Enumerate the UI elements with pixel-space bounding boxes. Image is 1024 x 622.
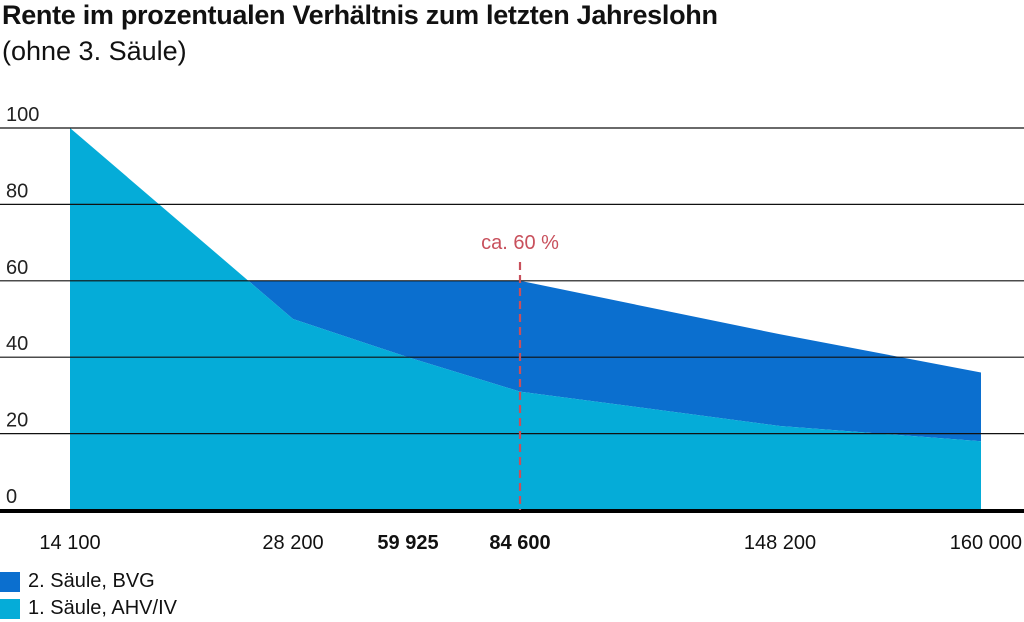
x-tick-5: 160 000: [950, 532, 1022, 554]
legend-label-bvg: 2. Säule, BVG: [28, 570, 155, 592]
x-tick-3: 84 600: [489, 532, 550, 554]
y-tick-20: 20: [6, 410, 28, 432]
chart-subtitle: (ohne 3. Säule): [2, 36, 187, 66]
y-tick-60: 60: [6, 257, 28, 279]
area-bvg: [248, 280, 981, 442]
y-tick-80: 80: [6, 180, 28, 202]
legend-swatch-ahv: [0, 598, 20, 619]
x-tick-4: 148 200: [744, 532, 816, 554]
y-tick-40: 40: [6, 333, 28, 355]
x-tick-0: 14 100: [39, 532, 100, 554]
annotation-label: ca. 60 %: [481, 232, 559, 254]
legend-item-bvg: 2. Säule, BVG: [0, 568, 177, 595]
chart-title: Rente im prozentualen Verhältnis zum let…: [2, 0, 718, 30]
legend: 2. Säule, BVG 1. Säule, AHV/IV: [0, 568, 177, 622]
x-tick-2: 59 925: [377, 532, 438, 554]
legend-item-ahv: 1. Säule, AHV/IV: [0, 595, 177, 622]
y-tick-100: 100: [6, 104, 39, 126]
x-tick-1: 28 200: [262, 532, 323, 554]
legend-label-ahv: 1. Säule, AHV/IV: [28, 597, 177, 619]
area-ahv: [70, 128, 981, 510]
y-tick-0: 0: [6, 486, 17, 508]
legend-swatch-bvg: [0, 571, 20, 592]
area-chart: ca. 60 % 0 20 40 60 80 100 14 100 28 200 59 925…: [0, 104, 1024, 554]
